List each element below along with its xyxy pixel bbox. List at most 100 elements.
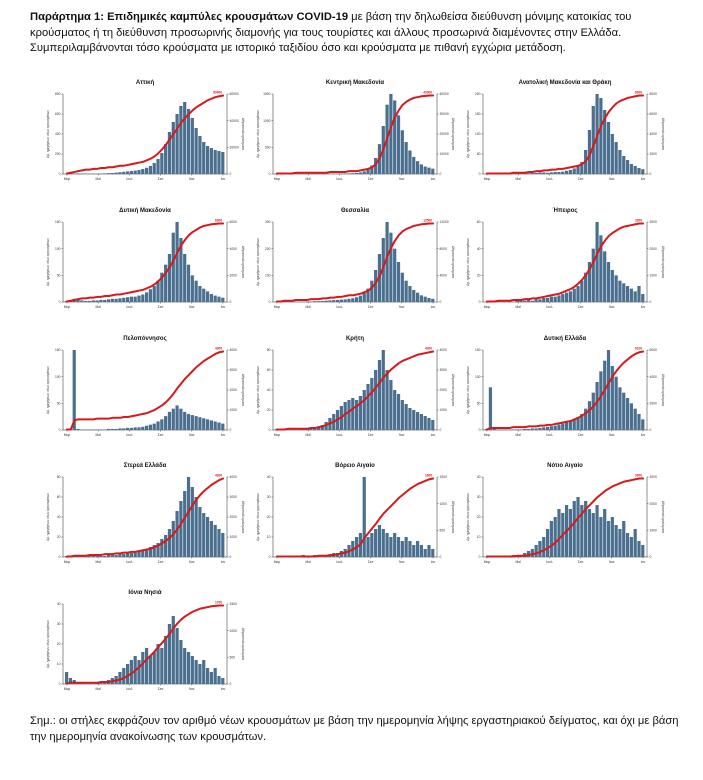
y-tick-label: 100: [265, 274, 271, 278]
bar: [622, 283, 626, 302]
bar: [137, 660, 141, 684]
bar: [553, 296, 557, 302]
x-tick-label: Ιαν: [641, 560, 646, 564]
right-tick-label: 2000: [650, 247, 658, 251]
right-tick-label: 1500: [230, 602, 238, 606]
bar: [190, 118, 194, 174]
bar: [370, 533, 374, 557]
bar: [553, 425, 557, 430]
bar: [122, 428, 126, 430]
bar: [76, 299, 80, 302]
bar: [95, 556, 99, 557]
bar: [542, 298, 546, 302]
x-tick-label: Νοε: [189, 177, 195, 181]
bar: [561, 171, 565, 174]
bar: [347, 173, 351, 174]
bar: [389, 537, 393, 557]
bar: [530, 428, 534, 430]
x-tick-label: Μαϊ: [96, 687, 102, 691]
cumulative-total-label: 6100: [635, 347, 642, 351]
bar: [110, 428, 114, 430]
bar: [137, 295, 141, 302]
bar: [72, 173, 76, 174]
cumulative-total-label: 8000: [635, 91, 642, 95]
bar: [137, 551, 141, 557]
bar: [198, 664, 202, 684]
bar: [515, 300, 519, 302]
bar: [129, 660, 133, 684]
x-tick-label: Μαϊ: [516, 177, 522, 181]
bar: [427, 167, 431, 174]
bar: [374, 270, 378, 302]
bar: [538, 299, 542, 302]
bar: [362, 171, 366, 174]
bar: [122, 297, 126, 302]
bar: [374, 370, 378, 430]
bar: [103, 173, 107, 174]
bar: [156, 280, 160, 302]
bar: [152, 423, 156, 430]
bar: [523, 428, 527, 430]
caption-text: με βάση την δηλωθείσα διεύθυνση μόνιμης …: [30, 11, 632, 54]
bar: [156, 421, 160, 430]
bar: [145, 425, 149, 430]
bar: [148, 424, 153, 430]
bar: [534, 545, 538, 557]
x-tick-label: Νοε: [189, 433, 195, 437]
bar: [404, 280, 408, 302]
x-tick-label: Ιουλ: [336, 177, 343, 181]
right-axis-label: Αθροιστικά κρούσματα: [661, 501, 665, 533]
bar: [167, 132, 172, 174]
x-tick-label: Ιαν: [641, 177, 646, 181]
right-tick-label: 0: [440, 300, 442, 304]
bar: [145, 648, 149, 684]
cumulative-total-label: 6300: [215, 219, 222, 223]
bar: [389, 94, 393, 174]
x-tick-label: Ιαν: [641, 305, 646, 309]
bar: [595, 505, 599, 557]
y-axis-label: Αρ. ημερήσιων νέων κρουσμάτων: [46, 620, 50, 668]
bar: [580, 414, 584, 430]
cumulative-line: [485, 477, 645, 558]
x-tick-label: Ιουλ: [336, 560, 343, 564]
bar: [160, 153, 164, 174]
x-tick-label: Ιουλ: [126, 177, 133, 181]
right-tick-label: 500: [230, 656, 236, 660]
y-tick-label: 0: [59, 428, 61, 432]
bar: [519, 300, 523, 302]
bar: [396, 262, 401, 302]
bar: [190, 487, 194, 557]
bar: [404, 404, 408, 430]
bar: [618, 150, 622, 174]
x-tick-label: Σεπ: [158, 560, 165, 564]
right-tick-label: 0: [230, 682, 232, 686]
bar: [488, 387, 493, 430]
x-tick-label: Σεπ: [368, 177, 375, 181]
cumulative-line: [65, 222, 225, 303]
y-tick-label: 60: [57, 495, 61, 499]
x-tick-label: Νοε: [609, 433, 615, 437]
y-tick-label: 10: [57, 662, 61, 666]
region-chart: Πελοπόννησος Αρ. ημερήσιων νέων κρουσμάτω…: [45, 336, 245, 451]
bar: [179, 640, 183, 684]
bar: [366, 288, 370, 302]
right-tick-label: 0: [230, 300, 232, 304]
y-tick-label: 0: [269, 428, 271, 432]
bar: [415, 541, 420, 557]
bar: [209, 148, 213, 174]
region-chart: Ανατολική Μακεδονία και Θράκη Αρ. ημερήσι…: [465, 80, 665, 195]
bar: [580, 505, 584, 557]
x-tick-label: Νοε: [189, 560, 195, 564]
x-tick-label: Μαϊ: [96, 177, 102, 181]
x-tick-label: Μαρ: [274, 177, 281, 181]
bar: [183, 102, 187, 174]
bar: [65, 672, 69, 684]
bar: [389, 380, 393, 430]
right-tick-label: 2000: [230, 515, 238, 519]
y-tick-label: 20: [477, 274, 481, 278]
bar: [351, 398, 355, 430]
bar: [415, 292, 420, 302]
bar: [415, 161, 420, 174]
bar: [561, 423, 565, 430]
chart-svg: Αρ. ημερήσιων νέων κρουσμάτων Αθροιστικά …: [46, 91, 245, 182]
